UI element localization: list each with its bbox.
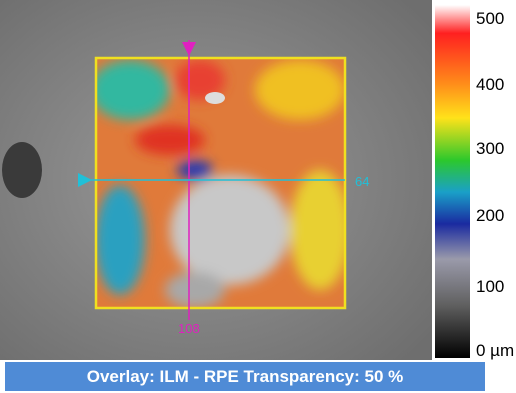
status-bar: Overlay: ILM - RPE Transparency: 50 % xyxy=(5,362,485,391)
horizontal-position: 64 xyxy=(355,174,369,189)
colorbar-label: 100 xyxy=(476,277,504,296)
colorbar-label: 500 xyxy=(476,9,504,28)
colorbar xyxy=(435,5,470,358)
colorbar-label: 0 µm xyxy=(476,341,514,360)
viewer: 64 108 500 400 300 200 100 0 µm xyxy=(0,0,516,393)
vertical-position: 108 xyxy=(178,321,200,336)
colorbar-label: 300 xyxy=(476,139,504,158)
optic-disc xyxy=(2,142,42,198)
colorbar-label: 200 xyxy=(476,206,504,225)
colorbar-label: 400 xyxy=(476,75,504,94)
screen: 64 108 500 400 300 200 100 0 µm Overlay: ILM … xyxy=(0,0,516,393)
thickness-map xyxy=(90,58,350,308)
